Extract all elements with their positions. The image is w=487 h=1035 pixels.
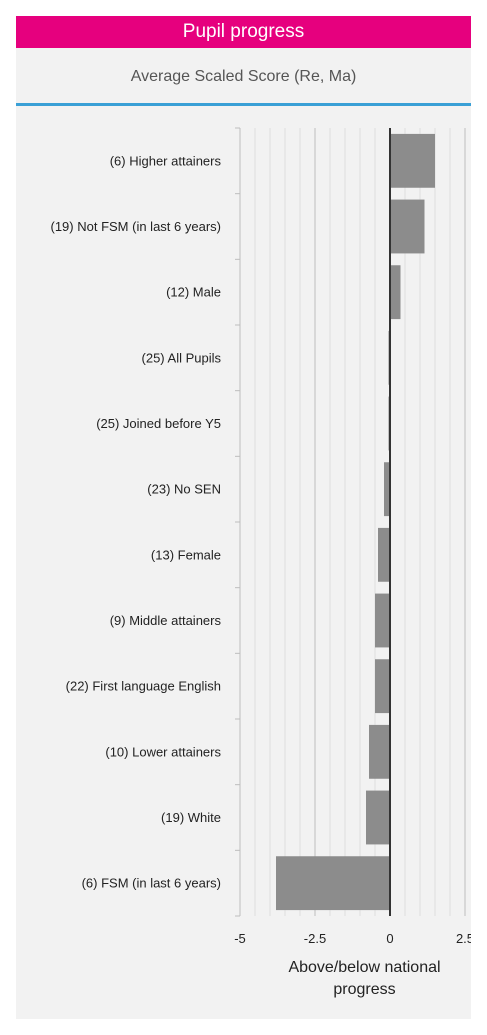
progress-bar-chart: (6) Higher attainers (19) Not FSM (in las… (51, 127, 471, 998)
category-label: (6) FSM (in last 6 years) (82, 876, 221, 891)
category-label: (25) All Pupils (142, 350, 222, 365)
bar (366, 790, 390, 845)
category-label: (19) Not FSM (in last 6 years) (51, 219, 222, 234)
bar (390, 133, 435, 188)
category-label: (9) Middle attainers (110, 613, 222, 628)
category-label: (25) Joined before Y5 (96, 416, 221, 431)
bar (390, 265, 401, 320)
category-label: (19) White (161, 810, 221, 825)
x-tick-label: 2.5 (456, 931, 471, 946)
category-label: (6) Higher attainers (110, 153, 222, 168)
bar (375, 593, 390, 648)
x-tick-label: -2.5 (304, 931, 326, 946)
category-label: (10) Lower attainers (105, 744, 221, 759)
x-tick-label: 0 (386, 931, 393, 946)
chart-subtitle: Average Scaled Score (Re, Ma) (130, 68, 357, 85)
bar (390, 199, 425, 254)
category-label: (13) Female (151, 547, 221, 562)
bar (384, 462, 390, 517)
category-label: (22) First language English (66, 679, 221, 694)
bar (375, 659, 390, 714)
subtitle-underline (16, 103, 471, 106)
bar (378, 527, 390, 582)
x-axis-title: Above/below national (288, 959, 440, 976)
x-tick-label: -5 (234, 931, 246, 946)
x-axis-title: progress (333, 981, 395, 998)
panel-title: Pupil progress (16, 16, 471, 48)
bar (276, 856, 390, 911)
pupil-progress-panel: Pupil progress Average Scaled Score (Re,… (16, 16, 471, 1019)
bar (369, 724, 390, 779)
category-label: (23) No SEN (147, 482, 221, 497)
category-label: (12) Male (166, 285, 221, 300)
